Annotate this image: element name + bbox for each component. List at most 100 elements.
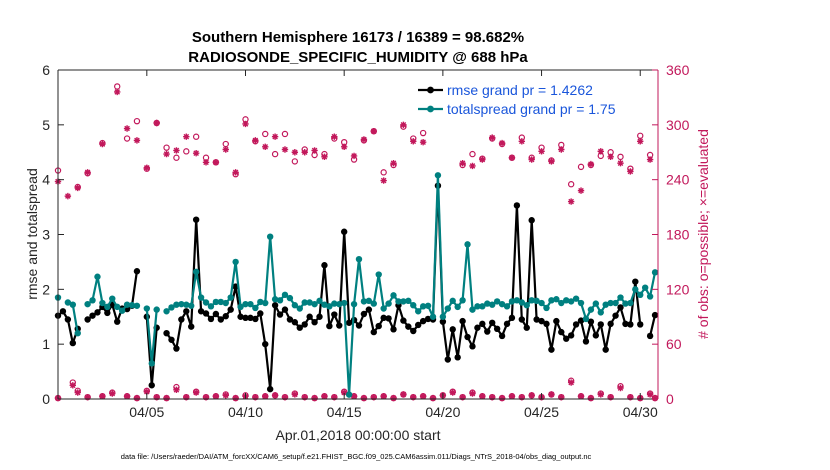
- series-spread-point: [380, 305, 387, 312]
- series-rmse-point: [637, 321, 644, 328]
- obs-evaluated-marker: [133, 137, 141, 144]
- obs-evaluated-marker: [331, 133, 338, 140]
- series-spread-point: [207, 303, 215, 310]
- y-tick-label-left: 5: [42, 117, 50, 133]
- series-spread-point: [232, 258, 239, 266]
- obs-evaluated-marker: [202, 159, 210, 166]
- y-tick-label-right: 0: [666, 391, 674, 407]
- obs-possible-marker: [183, 148, 190, 155]
- legend-rmse-label: rmse grand pr = 1.4262: [447, 82, 593, 98]
- obs-possible-marker: [163, 144, 170, 151]
- series-rmse-point: [493, 325, 501, 333]
- series-spread-point: [153, 306, 160, 313]
- obs-evaluated-marker: [69, 382, 77, 389]
- series-spread-point: [518, 299, 526, 306]
- series-spread-point: [296, 305, 303, 312]
- series-rmse-point: [449, 326, 456, 333]
- series-spread-point: [449, 297, 456, 305]
- obs-evaluated-marker: [459, 393, 466, 401]
- series-spread-point: [178, 300, 185, 308]
- series-spread-point: [222, 299, 229, 307]
- obs-evaluated-marker: [99, 140, 106, 148]
- series-spread-point: [434, 172, 442, 179]
- series-rmse-point: [459, 317, 466, 325]
- obs-evaluated-marker: [331, 393, 338, 401]
- series-rmse-point: [360, 310, 368, 318]
- series-spread-point: [188, 302, 195, 309]
- obs-evaluated-marker: [222, 146, 229, 153]
- series-spread-point: [612, 299, 619, 307]
- series-spread-point: [69, 301, 77, 308]
- series-rmse-point: [508, 314, 516, 322]
- x-tick-label: 04/15: [327, 404, 362, 420]
- series-rmse-point: [345, 319, 353, 326]
- series-rmse-point: [405, 323, 412, 330]
- series-spread-point: [104, 303, 111, 311]
- series-spread-point: [405, 297, 412, 305]
- obs-evaluated-marker: [84, 393, 91, 401]
- obs-evaluated-marker: [133, 394, 141, 402]
- series-spread-point: [84, 300, 91, 308]
- obs-evaluated-marker: [370, 393, 377, 401]
- series-rmse-point: [247, 314, 254, 322]
- series-spread-point: [587, 306, 595, 313]
- series-rmse-point: [331, 311, 338, 318]
- series-rmse-point: [301, 321, 308, 328]
- obs-possible-marker: [617, 153, 624, 161]
- obs-evaluated-marker: [429, 394, 437, 402]
- footer-datafile: data file: /Users/raeder/DAI/ATM_forcXX/…: [121, 452, 592, 461]
- series-spread-point: [651, 269, 659, 276]
- series-rmse-point: [612, 312, 619, 319]
- series-rmse-point: [114, 318, 121, 325]
- series-spread-point: [498, 300, 506, 308]
- series-rmse-point: [558, 328, 565, 336]
- series-spread-point: [360, 298, 368, 305]
- obs-evaluated-marker: [222, 392, 229, 399]
- y-tick-label-left: 0: [42, 391, 50, 407]
- series-spread-point: [474, 303, 481, 310]
- series-spread-point: [553, 296, 560, 303]
- obs-evaluated-marker: [380, 177, 387, 184]
- series-spread-point: [385, 300, 392, 307]
- obs-evaluated-marker: [508, 154, 516, 161]
- series-spread-point: [331, 300, 338, 307]
- series-spread-point: [617, 294, 624, 301]
- obs-evaluated-marker: [400, 121, 407, 129]
- series-spread-point: [493, 298, 501, 305]
- obs-evaluated-marker: [281, 146, 289, 153]
- series-spread-point: [336, 300, 343, 308]
- obs-evaluated-marker: [419, 138, 427, 146]
- series-rmse-point: [390, 326, 397, 333]
- series-spread-point: [464, 241, 471, 248]
- obs-evaluated-marker: [311, 147, 318, 154]
- obs-evaluated-marker: [597, 391, 604, 398]
- series-rmse-point: [414, 321, 422, 329]
- series-spread-point: [469, 306, 476, 313]
- series-spread-point: [114, 303, 121, 311]
- series-rmse-point: [104, 309, 111, 317]
- series-spread-point: [602, 301, 609, 308]
- series-rmse-point: [563, 335, 570, 342]
- series-spread-point: [632, 286, 639, 293]
- series-rmse-point: [410, 327, 417, 335]
- series-spread-point: [350, 300, 358, 308]
- series-spread-point: [64, 299, 72, 306]
- series-rmse-point: [84, 316, 91, 323]
- obs-evaluated-marker: [232, 394, 239, 402]
- obs-evaluated-marker: [489, 393, 496, 401]
- series-rmse-point: [316, 313, 323, 320]
- axis-ticks: 04/05 04/10 04/15 04/20 04/25 04/300123456060…: [42, 62, 689, 420]
- series-spread-point: [375, 271, 382, 278]
- series-rmse-point: [178, 316, 185, 323]
- series-rmse-point: [622, 320, 629, 328]
- series-spread-point: [637, 291, 644, 299]
- series-rmse-point: [528, 217, 535, 224]
- obs-evaluated-marker: [627, 168, 634, 175]
- obs-evaluated-marker: [252, 393, 259, 401]
- obs-evaluated-marker: [567, 379, 575, 386]
- series-spread-point: [444, 305, 452, 312]
- series-spread-point: [572, 295, 580, 302]
- series-rmse-point: [464, 333, 471, 341]
- series-spread-point: [301, 299, 308, 306]
- obs-possible-marker: [133, 117, 141, 125]
